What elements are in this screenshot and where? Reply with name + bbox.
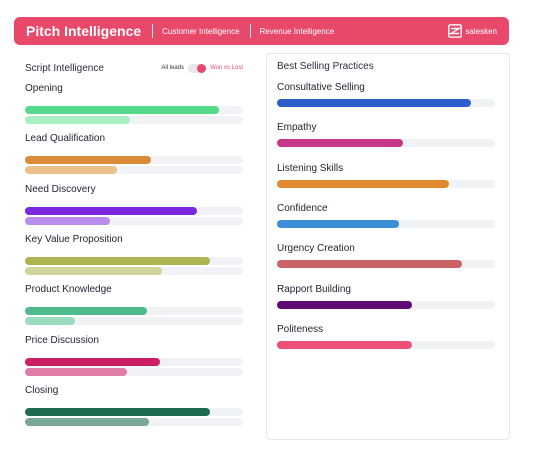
won-bar-fill [25, 106, 220, 114]
brand-logo: salesken [448, 24, 497, 38]
practice-label: Urgency Creation [277, 243, 355, 255]
practice-row: Empathy [277, 121, 495, 148]
brand-name: salesken [465, 26, 497, 36]
lost-bar-track [25, 216, 243, 225]
metric-row: Opening [25, 82, 243, 124]
practice-bar-track [277, 219, 495, 228]
metric-label: Opening [25, 83, 63, 94]
script-intelligence-panel: Script Intelligence All leads Won vs Los… [25, 60, 243, 426]
section-title: Script Intelligence [25, 62, 104, 74]
won-bar-fill [25, 407, 211, 416]
won-bar-track [25, 156, 243, 165]
won-bar-track [25, 407, 243, 416]
metric-row: Closing [25, 384, 243, 426]
won-bar-track [25, 357, 243, 366]
practice-row: Politeness [277, 323, 495, 349]
nav-divider [249, 24, 251, 38]
practice-label: Politeness [277, 323, 324, 335]
page-title[interactable]: Pitch Intelligence [26, 23, 142, 39]
practice-bar-fill [277, 340, 413, 349]
won-bar-track [25, 256, 243, 265]
metric-row: Product Knowledge [25, 283, 243, 326]
practice-bar-track [277, 260, 495, 269]
lost-bar-fill [25, 367, 128, 376]
metric-row: Need Discovery [25, 183, 243, 225]
practice-row: Rapport Building [277, 283, 495, 309]
practice-bar-fill [277, 260, 463, 269]
practice-bar-track [277, 179, 495, 188]
won-bar-track [25, 106, 243, 114]
practice-label: Consultative Selling [277, 82, 365, 93]
lost-bar-fill [25, 166, 117, 175]
metric-label: Product Knowledge [25, 284, 112, 296]
practice-bar-fill [277, 139, 404, 148]
lost-bar-track [25, 266, 243, 275]
metric-label: Price Discussion [25, 334, 99, 346]
practice-label: Listening Skills [277, 162, 344, 174]
metric-label: Lead Qualification [25, 133, 106, 145]
tab-customer-intelligence[interactable]: Customer Intelligence [162, 26, 240, 36]
practice-bar-fill [277, 219, 400, 228]
metric-label: Key Value Proposition [25, 233, 123, 245]
lead-filter: All leads Won vs Lost [161, 63, 243, 73]
practice-row: Listening Skills [277, 162, 495, 188]
lost-bar-fill [25, 116, 130, 124]
won-bar-track [25, 307, 243, 316]
won-vs-lost-toggle[interactable] [188, 63, 207, 73]
metric-row: Lead Qualification [25, 132, 243, 175]
filter-won-vs-lost[interactable]: Won vs Lost [210, 65, 243, 71]
lost-bar-track [25, 116, 243, 124]
script-intelligence-header: Script Intelligence All leads Won vs Los… [25, 60, 243, 76]
won-bar-fill [25, 206, 198, 215]
won-bar-fill [25, 156, 152, 165]
lost-bar-track [25, 166, 243, 175]
won-bar-fill [25, 357, 161, 366]
top-nav-bar: Pitch Intelligence Customer Intelligence… [14, 17, 509, 45]
section-title: Best Selling Practices [277, 61, 374, 72]
practice-bar-fill [277, 179, 450, 188]
lost-bar-fill [25, 417, 150, 426]
toggle-knob [197, 63, 207, 73]
filter-all-leads[interactable]: All leads [161, 65, 185, 71]
lost-bar-fill [25, 216, 111, 225]
salesken-logo-icon [448, 24, 463, 38]
metric-label: Need Discovery [25, 183, 96, 195]
metric-row: Price Discussion [25, 334, 243, 376]
won-bar-track [25, 206, 243, 215]
lost-bar-track [25, 417, 243, 426]
practice-label: Empathy [277, 122, 317, 134]
practice-row: Urgency Creation [277, 242, 495, 269]
lost-bar-fill [25, 317, 76, 326]
metric-row: Key Value Proposition [25, 233, 243, 275]
practice-bar-fill [277, 99, 472, 107]
nav-divider [152, 24, 154, 38]
lost-bar-track [25, 317, 243, 326]
practice-bar-track [277, 340, 495, 349]
lost-bar-fill [25, 266, 163, 275]
best-selling-practices-card: Best Selling Practices Consultative Sell… [266, 53, 510, 440]
practice-bar-track [277, 300, 495, 309]
practice-bar-fill [277, 300, 413, 309]
practice-label: Rapport Building [277, 283, 351, 295]
practice-row: Confidence [277, 202, 495, 228]
tab-revenue-intelligence[interactable]: Revenue Intelligence [259, 26, 335, 36]
lost-bar-track [25, 367, 243, 376]
metric-label: Closing [25, 384, 59, 396]
won-bar-fill [25, 256, 211, 265]
practice-bar-track [277, 99, 495, 107]
practice-row: Consultative Selling [277, 81, 495, 107]
practice-bar-track [277, 139, 495, 148]
practice-label: Confidence [277, 202, 328, 214]
won-bar-fill [25, 307, 148, 316]
